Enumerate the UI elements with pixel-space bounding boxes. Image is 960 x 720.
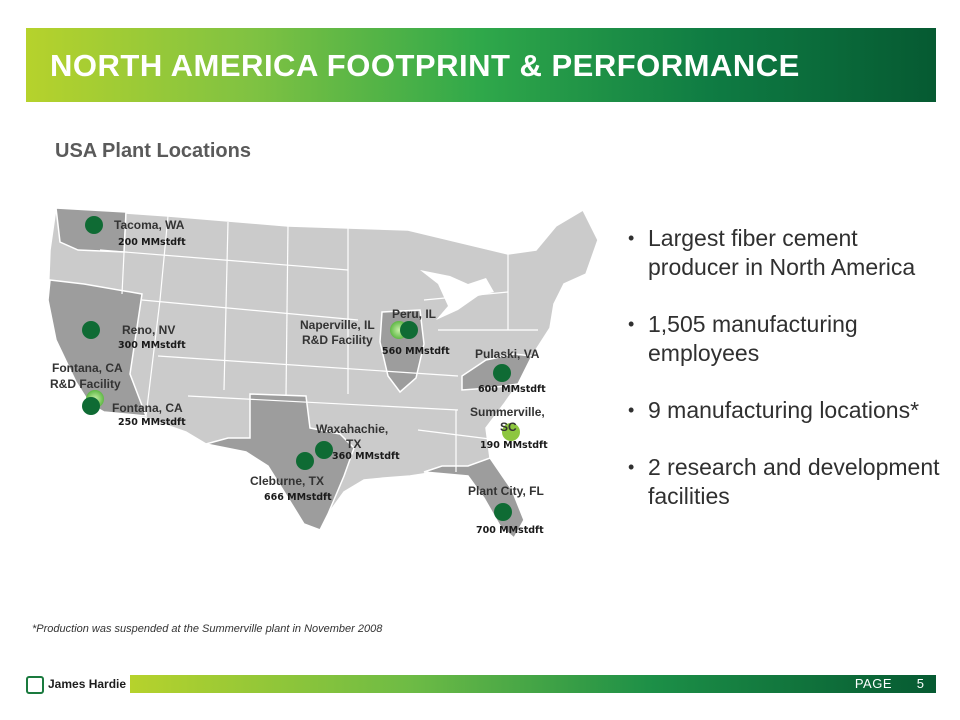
plant-label-cleburne: Cleburne, TX [250, 474, 324, 488]
capacity-plantcity: 700 MMstdft [476, 525, 544, 536]
plant-marker-tacoma [85, 216, 103, 234]
capacity-cleburne: 666 MMstdft [264, 492, 332, 503]
section-title: USA Plant Locations [55, 140, 251, 162]
plant-marker-summerville [502, 423, 520, 441]
company-logo: James Hardie [26, 674, 136, 696]
plant-marker-peru [400, 321, 418, 339]
capacity-peru: 560 MMstdft [382, 346, 450, 357]
rd-label-fontana-line1: Fontana, CA [52, 361, 123, 375]
page-label: PAGE [854, 676, 892, 691]
plant-label-waxahachie-line2: TX [346, 437, 361, 451]
plant-label-peru: Peru, IL [392, 307, 436, 321]
plant-label-plantcity: Plant City, FL [468, 484, 544, 498]
bullet-text: 9 manufacturing locations* [648, 397, 920, 423]
plant-label-reno: Reno, NV [122, 323, 175, 337]
header-banner: NORTH AMERICA FOOTPRINT & PERFORMANCE [26, 28, 936, 102]
bullet-item: • 9 manufacturing locations* [628, 397, 920, 423]
plant-marker-reno [82, 321, 100, 339]
footer-bar: PAGE 5 [130, 675, 936, 693]
capacity-fontana: 250 MMstdft [118, 417, 186, 428]
bullet-item: • 2 research and development facilities [628, 454, 940, 509]
plant-marker-cleburne [296, 452, 314, 470]
bullet-text: 2 research and development facilities [648, 454, 940, 509]
capacity-summerville: 190 MMstdft [480, 440, 548, 451]
page-number: 5 [916, 676, 924, 691]
capacity-tacoma: 200 MMstdft [118, 237, 186, 248]
usa-map: Tacoma, WA 200 MMstdft Reno, NV 300 MMst… [47, 207, 599, 540]
state-texas [205, 393, 355, 531]
bullet-text: Largest fiber cement producer in North A… [648, 225, 916, 280]
slide-title: NORTH AMERICA FOOTPRINT & PERFORMANCE [50, 48, 800, 83]
plant-label-summerville-line1: Summerville, [470, 405, 545, 419]
rd-label-naperville-line2: R&D Facility [302, 333, 373, 347]
rd-label-naperville-line1: Naperville, IL [300, 318, 375, 332]
capacity-reno: 300 MMstdft [118, 340, 186, 351]
plant-label-pulaski: Pulaski, VA [475, 347, 540, 361]
bullet-item: • Largest fiber cement producer in North … [628, 225, 916, 280]
bullet-text: 1,505 manufacturing employees [648, 311, 858, 366]
capacity-waxahachie: 360 MMstdft [332, 451, 400, 462]
plant-marker-fontana [82, 397, 100, 415]
logo-mark-icon [26, 676, 44, 694]
footnote: *Production was suspended at the Summerv… [32, 623, 383, 635]
logo-text: James Hardie [48, 677, 127, 691]
state-borders [99, 211, 538, 472]
plant-label-waxahachie-line1: Waxahachie, [316, 422, 388, 436]
plant-label-tacoma: Tacoma, WA [114, 218, 185, 232]
plant-label-fontana: Fontana, CA [112, 401, 183, 415]
capacity-pulaski: 600 MMstdft [478, 384, 546, 395]
key-facts-list: • Largest fiber cement producer in North … [626, 224, 946, 539]
plant-marker-plantcity [494, 503, 512, 521]
plant-label-summerville-line2: SC [500, 420, 517, 434]
plant-marker-waxahachie [315, 441, 333, 459]
rd-label-fontana-line2: R&D Facility [50, 377, 121, 391]
bullet-item: • 1,505 manufacturing employees [628, 311, 858, 366]
great-lakes [420, 270, 494, 320]
plant-marker-pulaski [493, 364, 511, 382]
